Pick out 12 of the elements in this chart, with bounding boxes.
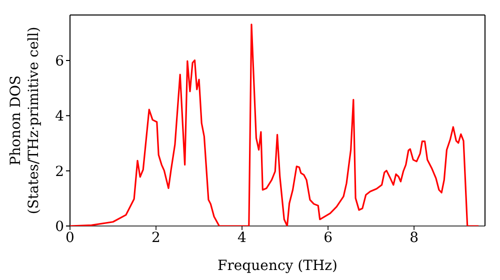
x-axis-title: Frequency (THz) <box>217 258 338 274</box>
x-tick-label: 6 <box>324 230 333 246</box>
x-tick-label: 2 <box>152 230 160 246</box>
y-tick-label: 6 <box>55 53 64 70</box>
y-tick-label: 0 <box>55 218 64 235</box>
y-axis-title: Phonon DOS (States/THz·primitive cell) <box>8 26 42 214</box>
x-tick-label: 4 <box>238 230 247 246</box>
x-tick-label: 8 <box>410 230 418 246</box>
y-tick-label: 4 <box>55 108 64 125</box>
y-tick-label: 2 <box>55 164 64 180</box>
line-series <box>70 24 480 226</box>
x-tick-label: 0 <box>66 230 74 246</box>
